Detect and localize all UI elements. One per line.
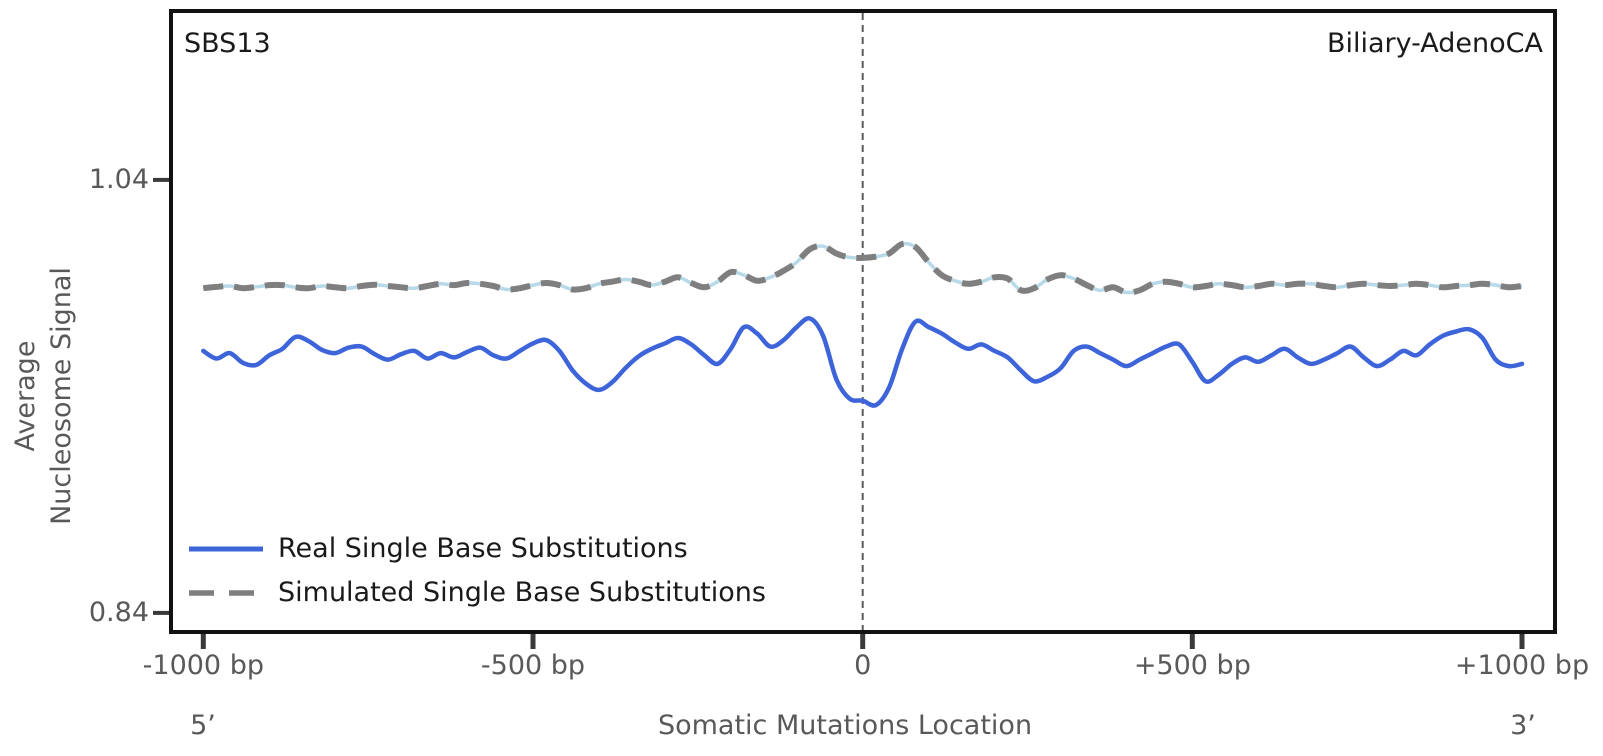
y-axis-title: Average Nucleosome Signal	[8, 116, 80, 676]
three-prime-label: 3’	[1510, 710, 1536, 741]
xtick-label-zero: 0	[854, 650, 872, 681]
real-line	[201, 316, 1525, 408]
ytick-label-0.84: 0.84	[88, 596, 149, 628]
y-axis-title-line1: Average	[10, 340, 41, 452]
signature-label: SBS13	[184, 28, 271, 59]
five-prime-label: 5’	[190, 710, 216, 741]
legend-label-simulated: Simulated Single Base Substitutions	[278, 577, 766, 608]
xtick-label-minus-1000bp: -1000 bp	[142, 650, 264, 681]
xtick-label-minus-500bp: -500 bp	[480, 650, 586, 681]
xtick-label-plus-500bp: +500 bp	[1133, 650, 1251, 681]
ytick-label-1.04: 1.04	[88, 163, 149, 195]
x-axis-title: Somatic Mutations Location	[657, 710, 1033, 741]
plot-border	[169, 9, 1557, 634]
xtick-label-plus-1000bp: +1000 bp	[1454, 650, 1590, 681]
legend-label-real: Real Single Base Substitutions	[278, 533, 688, 564]
cancer-type-label: Biliary-AdenoCA	[1326, 28, 1543, 59]
y-axis-title-line2: Nucleosome Signal	[46, 267, 77, 525]
simulated-line	[202, 240, 1523, 296]
